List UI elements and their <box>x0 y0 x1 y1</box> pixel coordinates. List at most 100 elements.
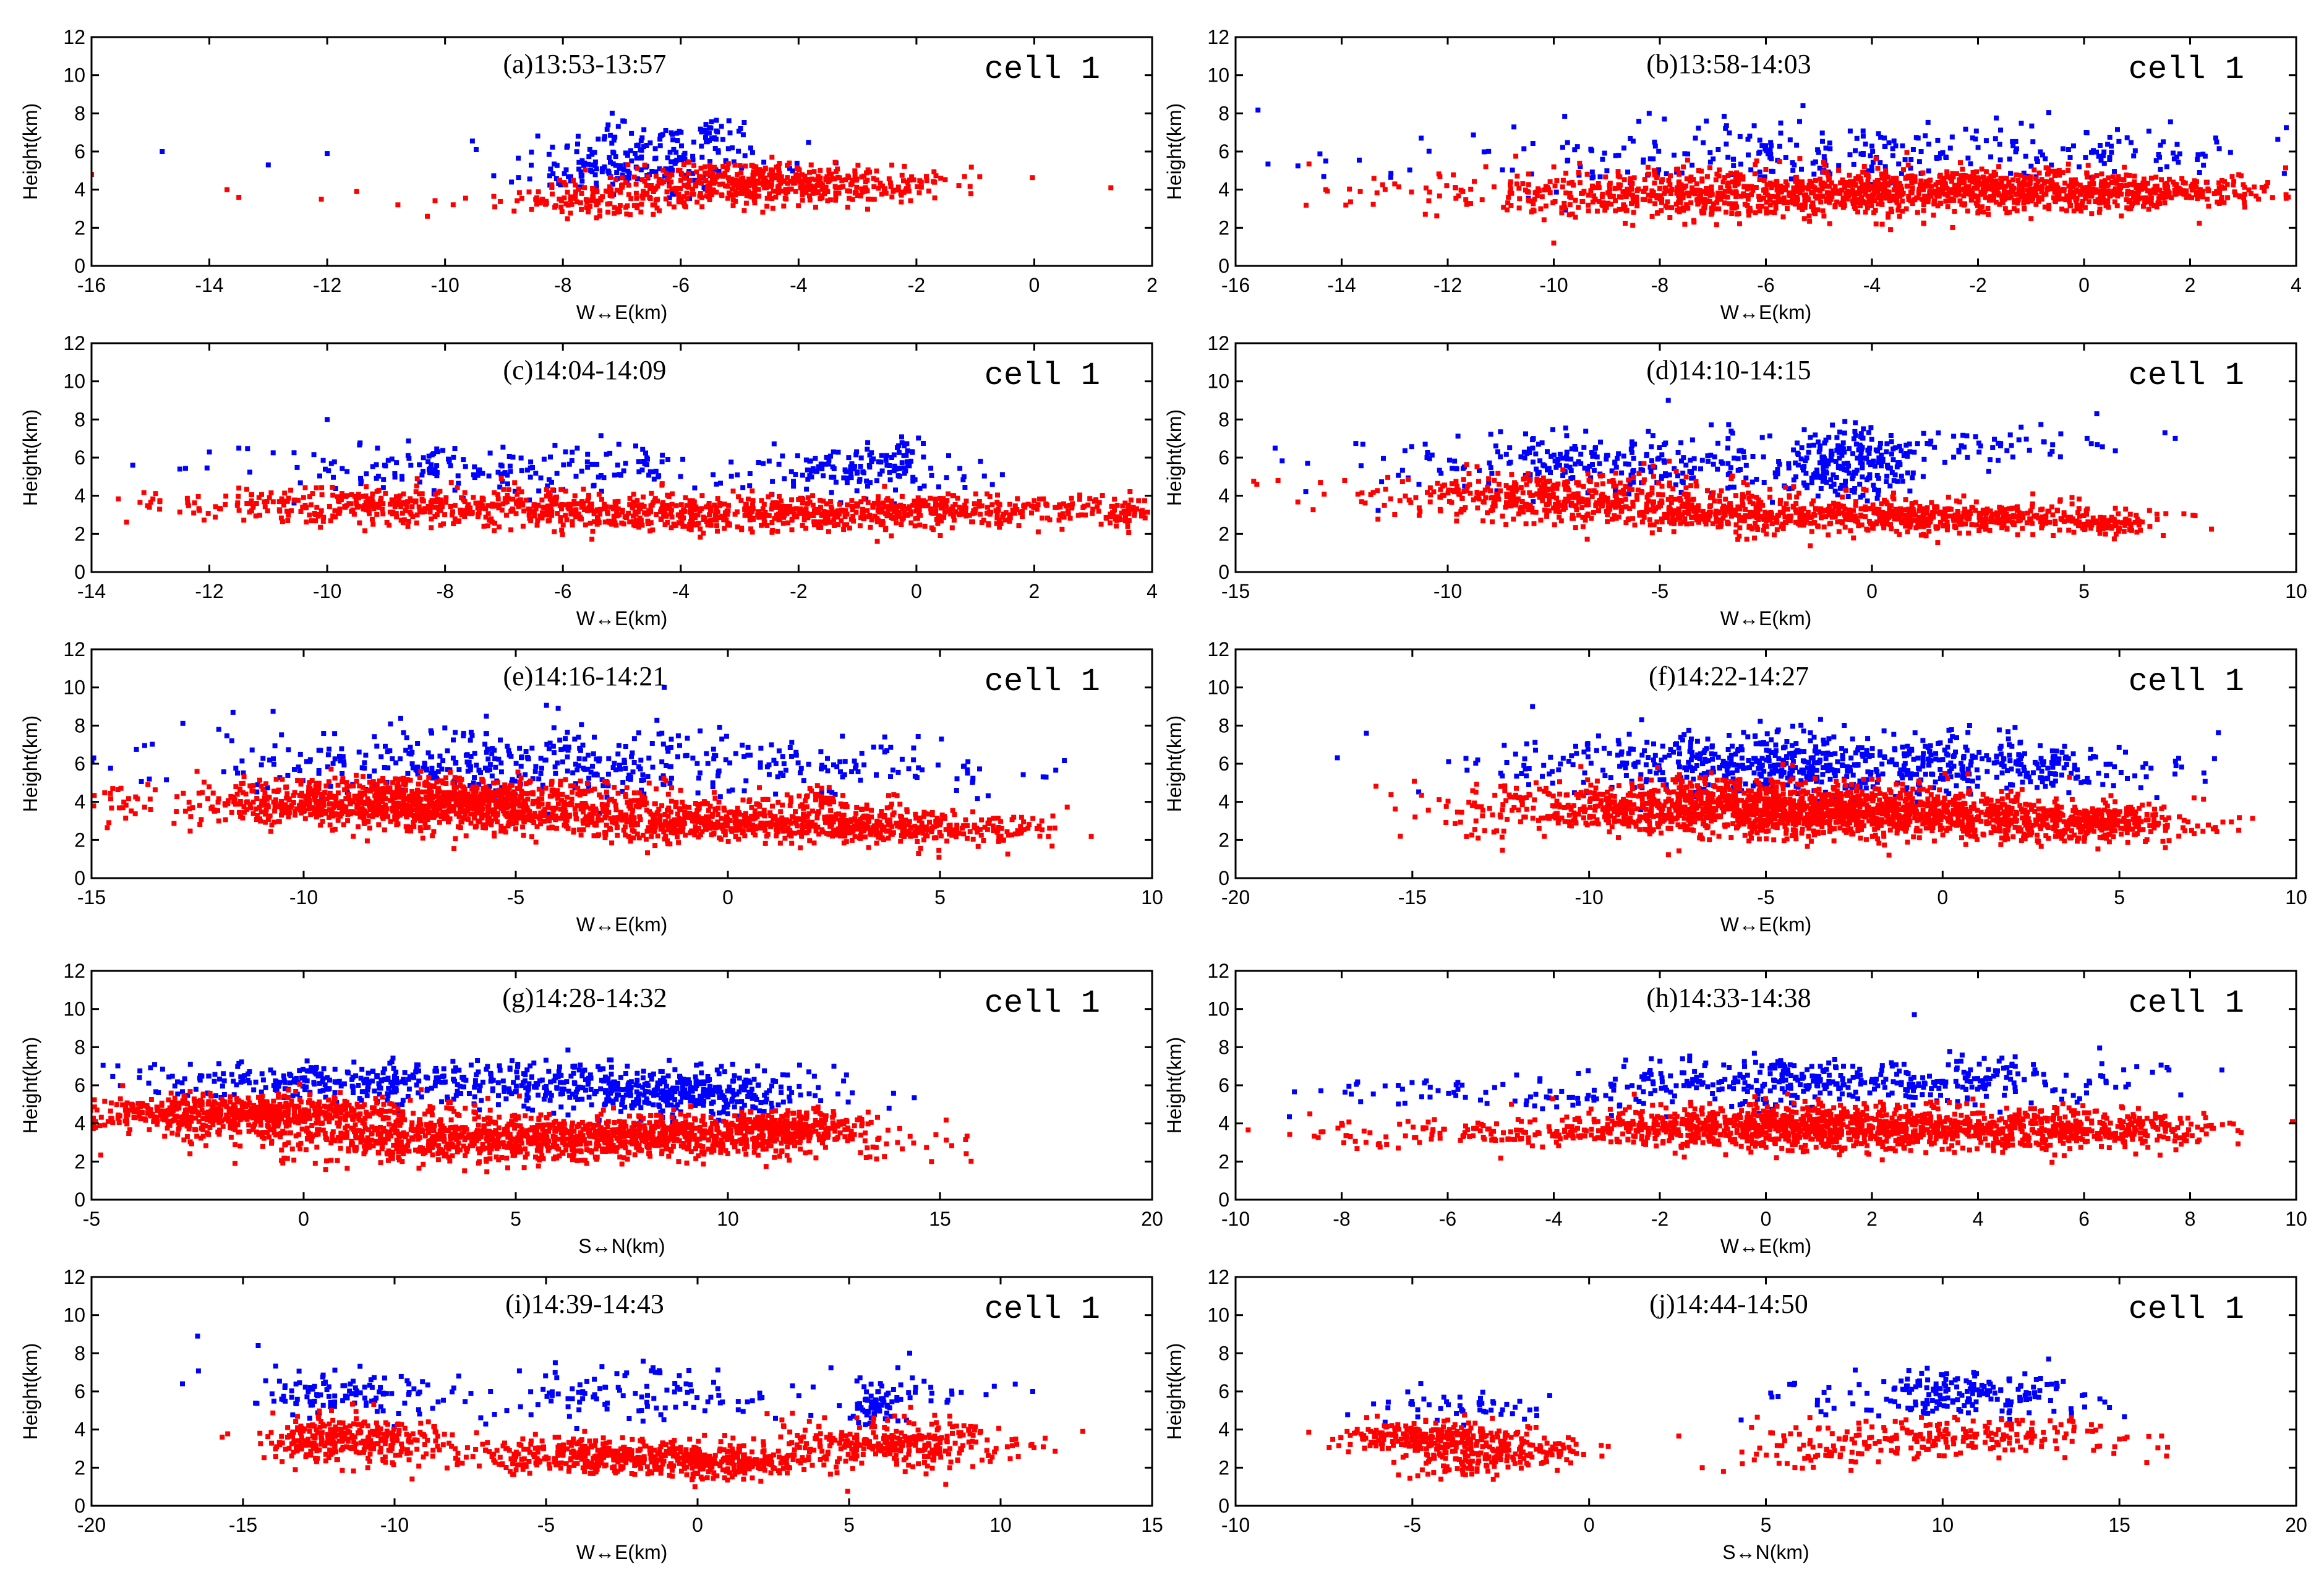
point-lower <box>805 511 810 516</box>
point-lower <box>725 195 730 201</box>
point-upper <box>829 490 834 495</box>
point-lower <box>2062 181 2068 186</box>
point-lower <box>1092 498 1097 504</box>
point-upper <box>1630 139 1636 144</box>
point-lower <box>847 195 852 201</box>
point-lower <box>825 189 831 194</box>
point-lower <box>775 529 780 534</box>
point-upper <box>1874 472 1880 478</box>
point-upper <box>1690 437 1695 443</box>
point-lower <box>685 196 690 202</box>
point-lower <box>549 513 555 518</box>
point-lower <box>262 499 267 505</box>
point-upper <box>1725 155 1731 160</box>
x-tick-label: -8 <box>436 580 453 602</box>
point-upper <box>1876 131 1881 137</box>
point-upper <box>699 143 704 149</box>
point-lower <box>1684 202 1690 208</box>
point-lower <box>710 187 716 193</box>
point-lower <box>675 168 681 173</box>
point-lower <box>1960 166 1965 172</box>
point-upper <box>1604 168 1610 174</box>
point-lower <box>247 510 252 515</box>
point-lower <box>2135 200 2140 205</box>
point-lower <box>1800 207 1805 212</box>
point-lower <box>1966 184 1972 189</box>
point-upper <box>961 474 967 479</box>
point-upper <box>389 456 395 462</box>
point-upper <box>575 141 580 147</box>
x-tick-label: -12 <box>1433 274 1462 296</box>
point-upper <box>1626 461 1631 467</box>
point-lower <box>549 182 555 187</box>
point-lower <box>490 503 495 509</box>
point-upper <box>207 449 212 455</box>
point-lower <box>320 518 326 524</box>
point-lower <box>680 524 686 529</box>
point-upper <box>498 471 504 477</box>
point-upper <box>500 445 506 450</box>
point-lower <box>861 495 867 501</box>
point-lower <box>1044 502 1049 508</box>
point-upper <box>612 472 617 478</box>
point-lower <box>560 532 565 537</box>
point-upper <box>1900 143 1905 148</box>
point-lower <box>2021 197 2027 202</box>
point-lower <box>1631 175 1637 181</box>
point-lower <box>1791 190 1796 195</box>
point-lower <box>949 506 954 512</box>
point-lower <box>1012 503 1018 509</box>
point-upper <box>291 450 297 456</box>
point-lower <box>1626 191 1631 197</box>
point-lower <box>1596 181 1601 186</box>
point-upper <box>641 127 647 132</box>
point-lower <box>1807 218 1813 224</box>
point-upper <box>2030 139 2036 145</box>
point-lower <box>739 526 745 531</box>
point-lower <box>150 496 156 502</box>
point-lower <box>1809 204 1814 210</box>
point-lower <box>1061 515 1067 520</box>
point-upper <box>865 484 870 489</box>
point-lower <box>648 520 654 526</box>
point-lower <box>1867 184 1872 189</box>
point-lower <box>938 502 943 508</box>
point-lower <box>1867 195 1873 200</box>
point-lower <box>2174 191 2179 197</box>
point-lower <box>1811 207 1816 213</box>
point-lower <box>911 177 916 182</box>
point-lower <box>1524 189 1530 194</box>
point-lower <box>1960 180 1966 186</box>
point-lower <box>810 493 816 498</box>
point-lower <box>1561 200 1567 206</box>
point-lower <box>744 193 750 199</box>
point-lower <box>766 513 772 518</box>
point-lower <box>615 498 621 504</box>
point-lower <box>2053 168 2058 174</box>
point-lower <box>2100 200 2106 205</box>
point-upper <box>1722 114 1727 119</box>
point-upper <box>2023 153 2028 159</box>
point-upper <box>1720 461 1725 466</box>
point-lower <box>2130 191 2135 196</box>
point-lower <box>1949 190 1955 195</box>
point-lower <box>304 519 309 525</box>
point-lower <box>797 179 803 185</box>
panel-b: -16 -14 -12 -10 -8 -6 -4 -2 0 2 4024681012W↔E(km)H… <box>1163 26 2302 323</box>
point-upper <box>916 435 921 441</box>
point-lower <box>1699 168 1704 174</box>
point-upper <box>1860 128 1866 134</box>
point-upper <box>1790 160 1795 166</box>
point-lower <box>658 509 664 515</box>
point-lower <box>2039 196 2044 202</box>
point-lower <box>702 164 707 169</box>
point-upper <box>1494 488 1500 493</box>
point-lower <box>636 509 641 515</box>
point-lower <box>1562 205 1568 211</box>
point-upper <box>1769 143 1774 148</box>
point-upper <box>607 155 612 160</box>
point-lower <box>2224 182 2230 187</box>
point-lower <box>1591 193 1597 199</box>
point-lower <box>2159 195 2164 200</box>
point-lower <box>553 498 559 503</box>
